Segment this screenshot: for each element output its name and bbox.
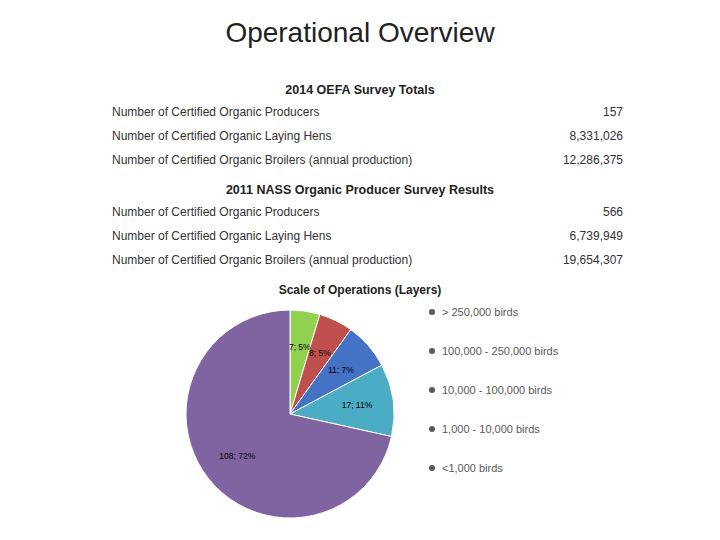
- legend-entry: <1,000 birds: [442, 462, 503, 474]
- pie-slice: [186, 310, 392, 518]
- data-label: 7; 5%: [289, 342, 311, 352]
- section-header: 2011 NASS Organic Producer Survey Result…: [226, 183, 494, 197]
- row-value: 566: [603, 205, 623, 219]
- page-canvas: Operational Overview 2014 OEFA Survey Tot…: [0, 0, 720, 540]
- legend-bullet: [429, 426, 435, 432]
- legend-bullet: [429, 387, 435, 393]
- data-label: 11; 7%: [328, 365, 354, 375]
- pie: [186, 310, 394, 518]
- page-title: Operational Overview: [225, 17, 495, 48]
- legend-bullet: [429, 465, 435, 471]
- row-value: 12,286,375: [563, 153, 623, 167]
- row-value: 8,331,026: [570, 129, 624, 143]
- section: 2011 NASS Organic Producer Survey Result…: [112, 183, 623, 267]
- legend-entry: 10,000 - 100,000 birds: [442, 384, 553, 396]
- section-header: 2014 OEFA Survey Totals: [285, 83, 434, 97]
- legend-entry: 100,000 - 250,000 birds: [442, 345, 559, 357]
- data-label: 17; 11%: [342, 400, 373, 410]
- row-label: Number of Certified Organic Laying Hens: [112, 129, 331, 143]
- data-label: 8; 5%: [309, 348, 331, 358]
- chart-title: Scale of Operations (Layers): [279, 283, 442, 297]
- legend-entry: 1,000 - 10,000 birds: [442, 423, 540, 435]
- row-label: Number of Certified Organic Producers: [112, 205, 319, 219]
- row-label: Number of Certified Organic Producers: [112, 105, 319, 119]
- row-value: 6,739,949: [570, 229, 624, 243]
- background: [0, 0, 720, 540]
- row-label: Number of Certified Organic Broilers (an…: [112, 253, 412, 267]
- row-value: 157: [603, 105, 623, 119]
- data-label: 108; 72%: [219, 451, 255, 461]
- legend-bullet: [429, 348, 435, 354]
- row-label: Number of Certified Organic Laying Hens: [112, 229, 331, 243]
- row-value: 19,654,307: [563, 253, 623, 267]
- legend: > 250,000 birds 100,000 - 250,000 birds 10…: [429, 306, 559, 474]
- legend-entry: > 250,000 birds: [442, 306, 519, 318]
- row-label: Number of Certified Organic Broilers (an…: [112, 153, 412, 167]
- pie-labels: 7; 5%8; 5% 11; 7% 17; 11% 108; 72%: [219, 342, 372, 461]
- section: 2014 OEFA Survey Totals Number of Certifi…: [112, 83, 623, 167]
- legend-bullet: [429, 309, 435, 315]
